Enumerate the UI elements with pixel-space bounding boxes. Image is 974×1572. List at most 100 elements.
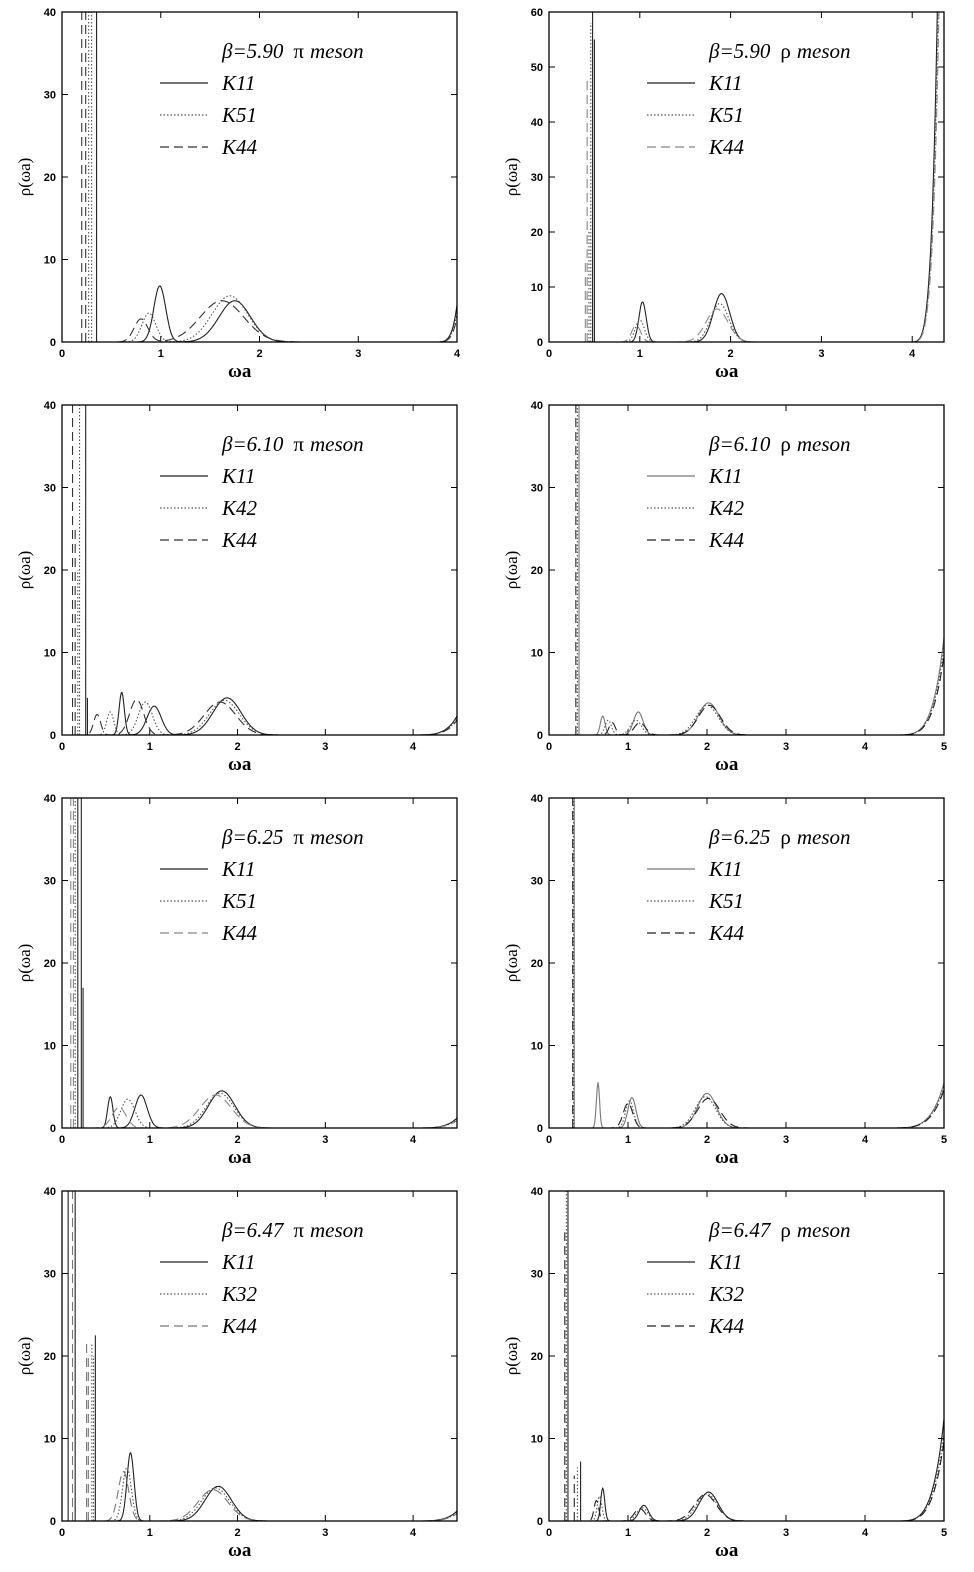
y-tick-label: 20 — [44, 172, 56, 184]
x-tick-label: 4 — [410, 741, 417, 753]
series-curve-K44 — [62, 1094, 457, 1128]
plot-frame — [61, 11, 458, 343]
title-particle: ρ — [780, 825, 790, 849]
title-suffix: meson — [797, 432, 851, 456]
title-beta: β=5.90 — [708, 39, 771, 63]
x-tick-label: 3 — [322, 1134, 328, 1146]
series-curve-K51 — [549, 1086, 944, 1128]
curves — [549, 405, 944, 735]
y-tick-label: 30 — [531, 1269, 543, 1281]
x-tick-label: 3 — [818, 348, 824, 360]
x-tick-label: 4 — [410, 1527, 417, 1539]
x-axis-label: ωa — [715, 1147, 739, 1168]
plot-frame — [548, 404, 945, 736]
series-curve-K51 — [62, 295, 457, 342]
y-tick-label: 30 — [531, 876, 543, 888]
x-tick-label: 5 — [941, 1527, 947, 1539]
y-tick-label: 40 — [531, 117, 543, 129]
title-particle: π — [293, 1218, 304, 1242]
title-beta: β=6.25 — [221, 825, 283, 849]
y-axis-label: ρ(ωa) — [15, 944, 34, 983]
x-tick-label: 1 — [637, 348, 643, 360]
legend-label: K44 — [708, 1314, 745, 1338]
y-tick-label: 10 — [44, 648, 56, 660]
x-tick-label: 0 — [59, 741, 65, 753]
series-curve-K44 — [62, 699, 457, 735]
legend-label: K11 — [221, 71, 255, 95]
series-curve-K44 — [549, 655, 944, 735]
x-tick-label: 4 — [909, 348, 916, 360]
y-tick-label: 20 — [44, 1351, 56, 1363]
x-axis-label: ωa — [715, 754, 739, 775]
legend-label: K11 — [221, 857, 255, 881]
series-curve-K42 — [549, 646, 944, 735]
y-tick-label: 40 — [531, 1186, 543, 1198]
y-tick-label: 0 — [50, 1123, 56, 1135]
x-axis-label: ωa — [715, 361, 739, 382]
title-particle: ρ — [780, 39, 790, 63]
y-tick-label: 10 — [531, 282, 543, 294]
legend-label: K51 — [221, 889, 257, 913]
x-tick-label: 0 — [59, 1527, 65, 1539]
x-tick-label: 3 — [322, 1527, 328, 1539]
title-beta: β=6.10 — [221, 432, 284, 456]
x-tick-label: 2 — [234, 1527, 240, 1539]
x-tick-label: 0 — [546, 348, 552, 360]
x-tick-label: 0 — [546, 1527, 552, 1539]
title-suffix: meson — [310, 1218, 364, 1242]
title-suffix: meson — [310, 432, 364, 456]
legend-label: K11 — [708, 857, 742, 881]
series-curve-K11 — [549, 1418, 944, 1521]
curves — [62, 1191, 457, 1521]
y-tick-label: 0 — [537, 1123, 543, 1135]
legend-label: K51 — [708, 103, 744, 127]
legend-label: K11 — [708, 464, 742, 488]
y-axis-label: ρ(ωa) — [502, 1337, 521, 1376]
x-tick-label: 3 — [355, 348, 361, 360]
legend-label: K51 — [708, 889, 744, 913]
x-tick-label: 4 — [862, 1134, 869, 1146]
panel-8: 0 1 2 3 4 5 0 10 20 30 40 ωa ρ(ωa) β=6.47 ρ meson K11 K32… — [502, 1186, 947, 1561]
plot-frame — [548, 11, 945, 343]
legend-label: K11 — [221, 464, 255, 488]
legend-label: K11 — [221, 1250, 255, 1274]
plot-frame — [61, 1190, 458, 1522]
legend-label: K44 — [221, 528, 258, 552]
y-tick-label: 40 — [44, 793, 56, 805]
title-particle: π — [293, 432, 304, 456]
panel-title: β=5.90 π meson — [221, 39, 364, 63]
plot-frame — [61, 404, 458, 736]
y-tick-label: 30 — [44, 483, 56, 495]
x-axis-label: ωa — [228, 754, 252, 775]
x-tick-label: 4 — [862, 1527, 869, 1539]
series-curve-K32 — [62, 1466, 457, 1521]
series-curve-K44 — [62, 300, 457, 342]
x-tick-label: 0 — [546, 741, 552, 753]
x-tick-label: 2 — [234, 741, 240, 753]
legend-label: K32 — [221, 1282, 258, 1306]
series-curve-K44 — [549, 1089, 944, 1128]
y-tick-label: 0 — [537, 730, 543, 742]
x-tick-label: 4 — [862, 741, 869, 753]
panel-title: β=6.10 π meson — [221, 432, 364, 456]
legend-label: K44 — [221, 135, 258, 159]
x-tick-label: 0 — [59, 1134, 65, 1146]
y-tick-label: 40 — [44, 7, 56, 19]
x-tick-label: 2 — [704, 1134, 710, 1146]
x-tick-label: 2 — [704, 741, 710, 753]
x-tick-label: 0 — [59, 348, 65, 360]
title-beta: β=5.90 — [221, 39, 284, 63]
series-curve-K51 — [62, 1092, 457, 1128]
x-tick-label: 4 — [410, 1134, 417, 1146]
plot-frame — [548, 797, 945, 1129]
y-axis-label: ρ(ωa) — [502, 158, 521, 197]
y-axis-label: ρ(ωa) — [15, 158, 34, 197]
panel-title: β=5.90 ρ meson — [708, 39, 851, 63]
title-suffix: meson — [797, 1218, 851, 1242]
title-beta: β=6.47 — [708, 1218, 772, 1242]
